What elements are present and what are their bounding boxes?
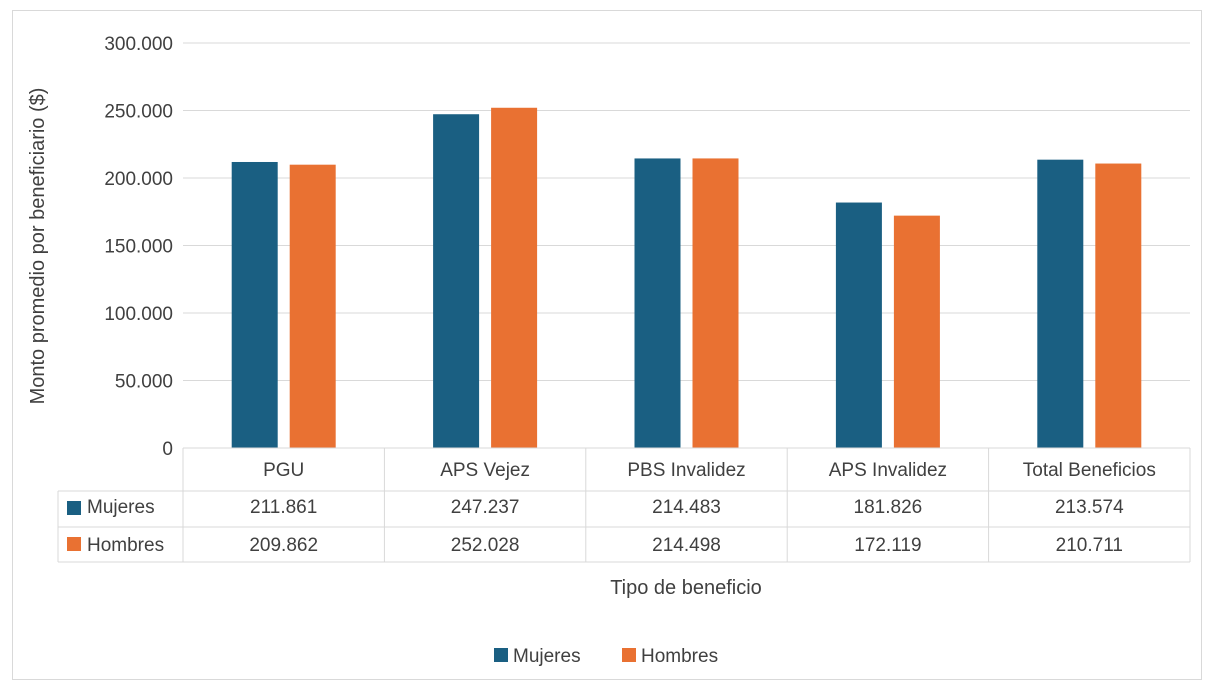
bar-mujeres xyxy=(634,158,681,449)
x-tick-label: PBS Invalidez xyxy=(627,460,745,481)
legend-label: Mujeres xyxy=(513,646,581,667)
y-tick-label: 200.000 xyxy=(104,169,173,190)
table-series-name: Mujeres xyxy=(87,497,155,518)
data-label: 213.574 xyxy=(1055,497,1124,518)
data-label: 172.119 xyxy=(854,535,921,556)
y-tick-label: 0 xyxy=(162,439,173,460)
bar-hombres xyxy=(692,158,739,448)
data-label: 214.498 xyxy=(652,535,721,556)
x-tick-label: PGU xyxy=(263,460,304,481)
y-tick-label: 150.000 xyxy=(104,237,173,258)
data-label: 211.861 xyxy=(250,497,317,518)
data-label: 214.483 xyxy=(652,497,721,518)
x-tick-label: APS Vejez xyxy=(440,460,530,481)
x-tick-label: APS Invalidez xyxy=(829,460,947,481)
chart-frame xyxy=(12,10,1202,680)
legend-key-mujeres xyxy=(494,648,508,662)
bar-hombres xyxy=(491,107,538,448)
x-tick-label: Total Beneficios xyxy=(1023,460,1156,481)
legend-label: Hombres xyxy=(641,646,718,667)
data-label: 181.826 xyxy=(854,497,923,518)
y-tick-label: 300.000 xyxy=(104,34,173,55)
bar-hombres xyxy=(289,164,336,449)
y-tick-label: 250.000 xyxy=(104,102,173,123)
y-tick-label: 100.000 xyxy=(104,304,173,325)
bar-hombres xyxy=(1095,163,1142,448)
bar-mujeres xyxy=(231,161,278,448)
legend-key-hombres xyxy=(622,648,636,662)
y-tick-label: 50.000 xyxy=(115,372,173,393)
data-label: 209.862 xyxy=(249,535,318,556)
data-label: 210.711 xyxy=(1056,535,1123,556)
bar-hombres xyxy=(893,215,940,448)
table-legend-key-mujeres xyxy=(67,501,81,515)
x-axis-title: Tipo de beneficio xyxy=(610,577,762,599)
bar-mujeres xyxy=(433,114,480,449)
table-legend-key-hombres xyxy=(67,537,81,551)
bar-mujeres xyxy=(1037,159,1084,448)
data-label: 247.237 xyxy=(451,497,520,518)
table-series-name: Hombres xyxy=(87,535,164,556)
y-axis-title: Monto promedio por beneficiario ($) xyxy=(27,88,49,405)
data-label: 252.028 xyxy=(451,535,520,556)
bar-mujeres xyxy=(835,202,882,448)
